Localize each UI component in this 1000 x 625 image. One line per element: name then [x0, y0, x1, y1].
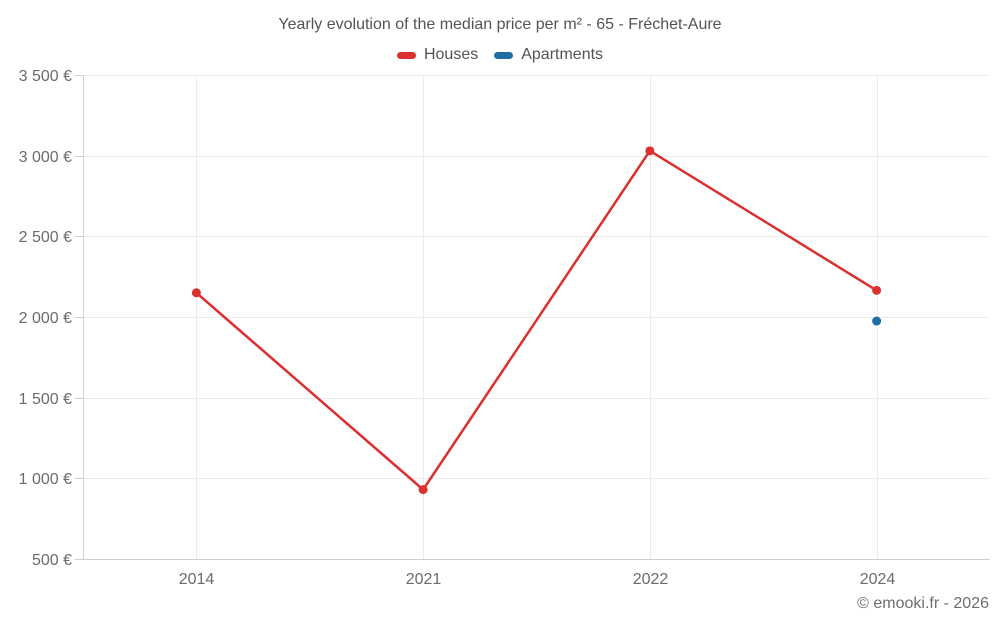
legend-swatch-apartments: [494, 51, 514, 59]
y-tick-label: 500 €: [32, 552, 72, 569]
chart-title: Yearly evolution of the median price per…: [278, 16, 722, 33]
y-tick-label: 1 000 €: [19, 471, 72, 488]
gridlines: [75, 75, 990, 560]
legend-label-apartments: Apartments: [521, 46, 604, 63]
x-tick-label: 2022: [633, 571, 669, 588]
data-point-apartments-2024: [872, 316, 882, 326]
data-point-houses-2022: [645, 146, 655, 156]
legend-item-apartments[interactable]: Apartments: [494, 46, 603, 64]
data-point-houses-2024: [872, 285, 882, 295]
series-line-houses: [195, 149, 878, 491]
y-tick-label: 2 500 €: [19, 229, 72, 246]
data-point-houses-2021: [418, 485, 428, 495]
legend-label-houses: Houses: [423, 46, 479, 63]
axis-labels: 500 € 1 000 € 1 500 € 2 000 € 2 500 € 3 000 €…: [19, 68, 896, 588]
x-tick-label: 2021: [406, 571, 442, 588]
y-tick-label: 1 500 €: [19, 391, 72, 408]
y-tick-label: 3 500 €: [19, 68, 72, 85]
legend: Houses Apartments: [0, 46, 1000, 64]
legend-item-houses[interactable]: Houses: [396, 46, 479, 64]
x-tick-label: 2014: [179, 571, 215, 588]
y-tick-label: 3 000 €: [19, 149, 72, 166]
legend-swatch-houses: [396, 51, 416, 59]
y-tick-label: 2 000 €: [19, 310, 72, 327]
x-tick-label: 2024: [860, 571, 896, 588]
data-point-houses-2014: [191, 288, 201, 298]
copyright: © emooki.fr - 2026: [857, 595, 989, 612]
